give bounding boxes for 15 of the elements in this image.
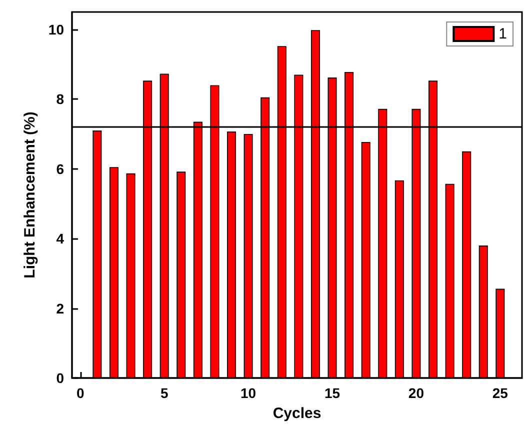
x-tick-label: 15 xyxy=(324,385,340,401)
y-tick-label: 4 xyxy=(56,230,64,247)
y-tick-label: 6 xyxy=(56,160,64,177)
x-tick-label: 0 xyxy=(76,385,84,401)
y-tick-label: 8 xyxy=(56,91,64,108)
x-axis-title: Cycles xyxy=(272,405,322,422)
x-tick-label: 20 xyxy=(408,385,424,401)
y-tick-label: 0 xyxy=(56,370,64,386)
x-tick-label: 10 xyxy=(240,385,256,401)
x-tick-label: 5 xyxy=(160,385,168,401)
x-tick-label: 25 xyxy=(492,385,508,401)
y-axis-title: Light Enhancement (%) xyxy=(22,112,39,278)
y-tick-label: 10 xyxy=(48,21,64,38)
legend-label: 1 xyxy=(498,26,507,42)
y-tick-label: 2 xyxy=(56,300,64,316)
